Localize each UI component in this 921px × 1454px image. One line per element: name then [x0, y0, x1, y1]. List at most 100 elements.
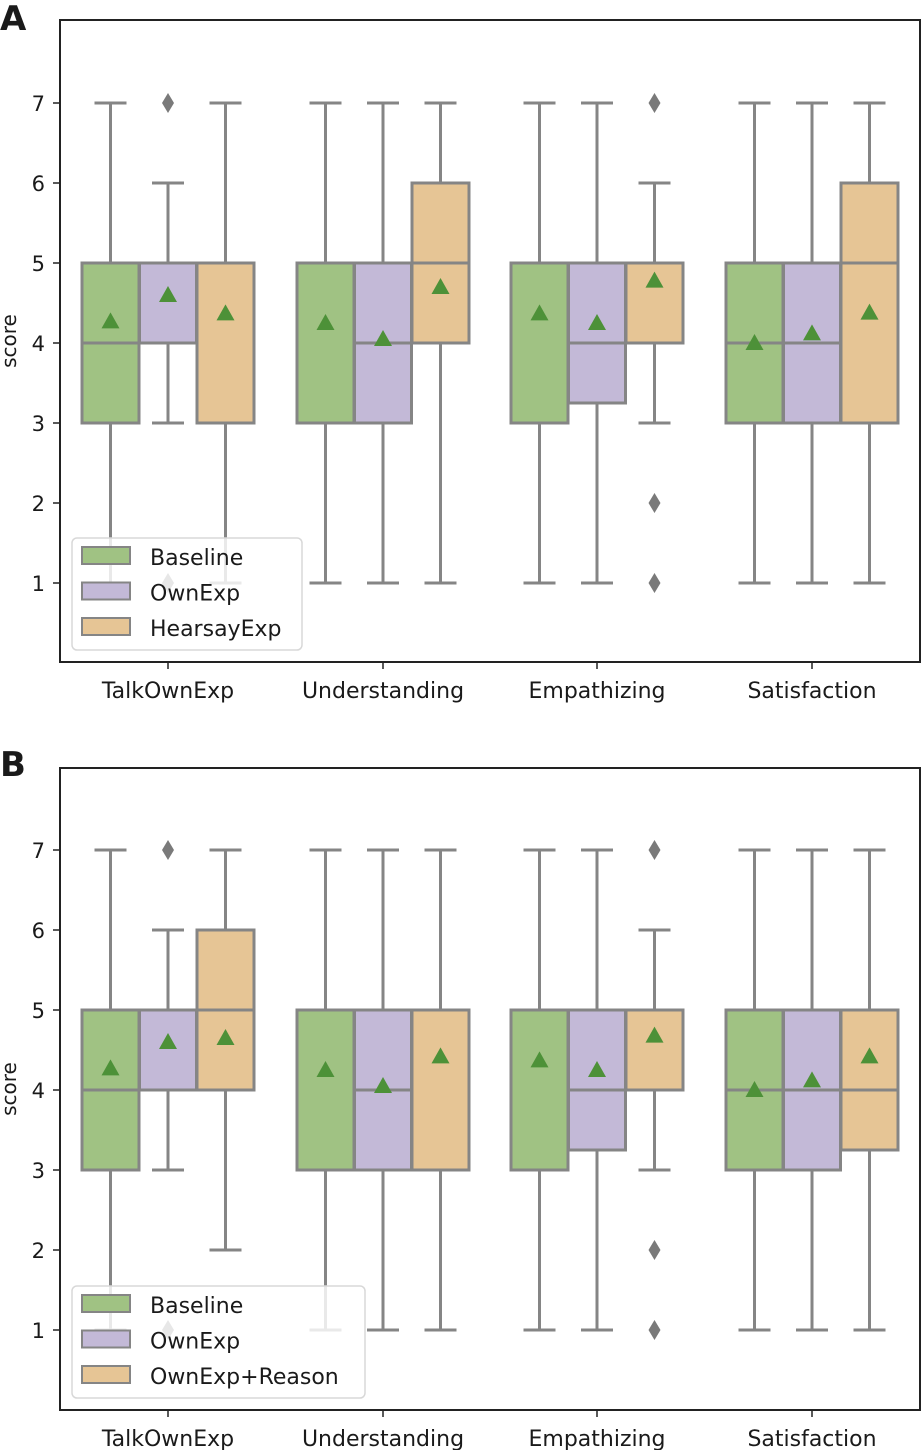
mean-marker	[803, 1071, 821, 1088]
legend-label: Baseline	[150, 1294, 243, 1319]
y-tick-label: 5	[32, 999, 45, 1023]
panel-label: A	[0, 0, 27, 39]
mean-marker	[374, 1077, 392, 1093]
box-baseline-empathizing	[509, 101, 570, 585]
box-ownexp-satisfaction	[782, 848, 842, 1332]
box-ownexp-talkownexp	[138, 840, 198, 1340]
y-tick-label: 5	[32, 252, 45, 276]
iqr-box	[195, 261, 256, 425]
box-baseline-talkownexp	[80, 848, 141, 1332]
legend-swatch	[81, 1365, 131, 1384]
box-ownexp-satisfaction	[782, 101, 842, 585]
iqr-box	[509, 1008, 570, 1172]
y-tick-label: 4	[32, 332, 45, 356]
mean-marker	[216, 1029, 235, 1045]
mean-marker	[374, 330, 392, 346]
legend-label: HearsayExp	[150, 617, 281, 642]
mean-marker	[159, 286, 177, 302]
y-tick-label: 6	[32, 172, 45, 196]
mean-marker	[530, 1051, 549, 1068]
panel-label: B	[0, 745, 26, 785]
outlier-marker	[162, 93, 174, 113]
outlier-marker	[648, 573, 661, 593]
iqr-box	[295, 261, 356, 425]
x-tick-label: TalkOwnExp	[101, 679, 234, 704]
box-baseline-talkownexp	[80, 101, 141, 585]
outlier-marker	[648, 493, 661, 513]
mean-marker	[803, 324, 821, 341]
mean-marker	[645, 271, 664, 288]
box-baseline-satisfaction	[724, 101, 785, 585]
legend-swatch	[81, 617, 131, 636]
iqr-box	[410, 1008, 471, 1172]
box-ownexp-reason-satisfaction	[839, 848, 900, 1332]
axes-frame	[59, 767, 921, 1411]
mean-marker	[860, 303, 879, 320]
mean-marker	[216, 304, 235, 321]
y-tick-label: 7	[32, 92, 45, 116]
mean-marker	[101, 312, 120, 329]
y-tick-label: 6	[32, 919, 45, 943]
y-tick-label: 1	[32, 572, 45, 596]
legend-swatch	[81, 1294, 131, 1313]
iqr-box	[138, 261, 198, 345]
x-tick-label: Empathizing	[528, 679, 665, 704]
box-ownexp-empathizing	[567, 848, 627, 1332]
legend-label: OwnExp	[150, 1330, 240, 1355]
box-ownexp-talkownexp	[138, 93, 198, 593]
iqr-box	[567, 261, 627, 405]
x-tick-label: Satisfaction	[747, 679, 876, 704]
box-hearsayexp-satisfaction	[839, 101, 900, 585]
legend-swatch	[81, 581, 131, 601]
mean-marker	[159, 1033, 177, 1049]
box-hearsayexp-empathizing	[624, 93, 685, 593]
box-ownexp-understanding	[353, 848, 413, 1332]
legend-swatch	[81, 1329, 131, 1349]
y-axis-label: score	[0, 314, 21, 368]
y-tick-label: 3	[32, 1159, 45, 1183]
iqr-box	[839, 181, 900, 425]
box-baseline-empathizing	[509, 848, 570, 1332]
iqr-box	[295, 1008, 356, 1172]
box-ownexp-understanding	[353, 101, 413, 585]
outlier-marker	[648, 93, 661, 113]
mean-marker	[316, 1061, 335, 1077]
mean-marker	[588, 1061, 606, 1077]
legend-label: Baseline	[150, 546, 243, 571]
y-tick-label: 3	[32, 412, 45, 436]
box-ownexp-reason-understanding	[410, 848, 471, 1332]
y-tick-label: 2	[32, 492, 45, 516]
legend-swatch	[81, 546, 131, 565]
legend-label: OwnExp	[150, 582, 240, 607]
y-tick-label: 2	[32, 1239, 45, 1263]
mean-marker	[860, 1047, 879, 1064]
mean-marker	[745, 1081, 764, 1097]
box-ownexp-empathizing	[567, 101, 627, 585]
mean-marker	[745, 334, 764, 350]
box-hearsayexp-understanding	[410, 101, 471, 585]
box-baseline-understanding	[295, 101, 356, 585]
mean-marker	[588, 314, 606, 330]
mean-marker	[431, 1047, 450, 1064]
box-hearsayexp-talkownexp	[195, 101, 256, 585]
legend-label: OwnExp+Reason	[150, 1365, 339, 1390]
y-axis-label: score	[0, 1062, 21, 1116]
legend-frame	[71, 1285, 366, 1399]
mean-marker	[316, 314, 335, 330]
iqr-box	[624, 1008, 685, 1092]
box-ownexp-reason-talkownexp	[195, 848, 256, 1252]
iqr-box	[839, 1008, 900, 1152]
axes-frame	[59, 19, 921, 663]
outlier-marker	[648, 1320, 661, 1340]
x-tick-label: Understanding	[302, 679, 464, 704]
y-tick-label: 7	[32, 839, 45, 863]
box-ownexp-reason-empathizing	[624, 840, 685, 1340]
x-tick-label: TalkOwnExp	[101, 1427, 234, 1450]
legend: Baseline OwnExp OwnExp+Reason	[71, 1285, 366, 1399]
box-baseline-satisfaction	[724, 848, 785, 1332]
outlier-marker	[648, 1240, 661, 1260]
outlier-marker	[162, 840, 174, 860]
iqr-box	[567, 1008, 627, 1152]
